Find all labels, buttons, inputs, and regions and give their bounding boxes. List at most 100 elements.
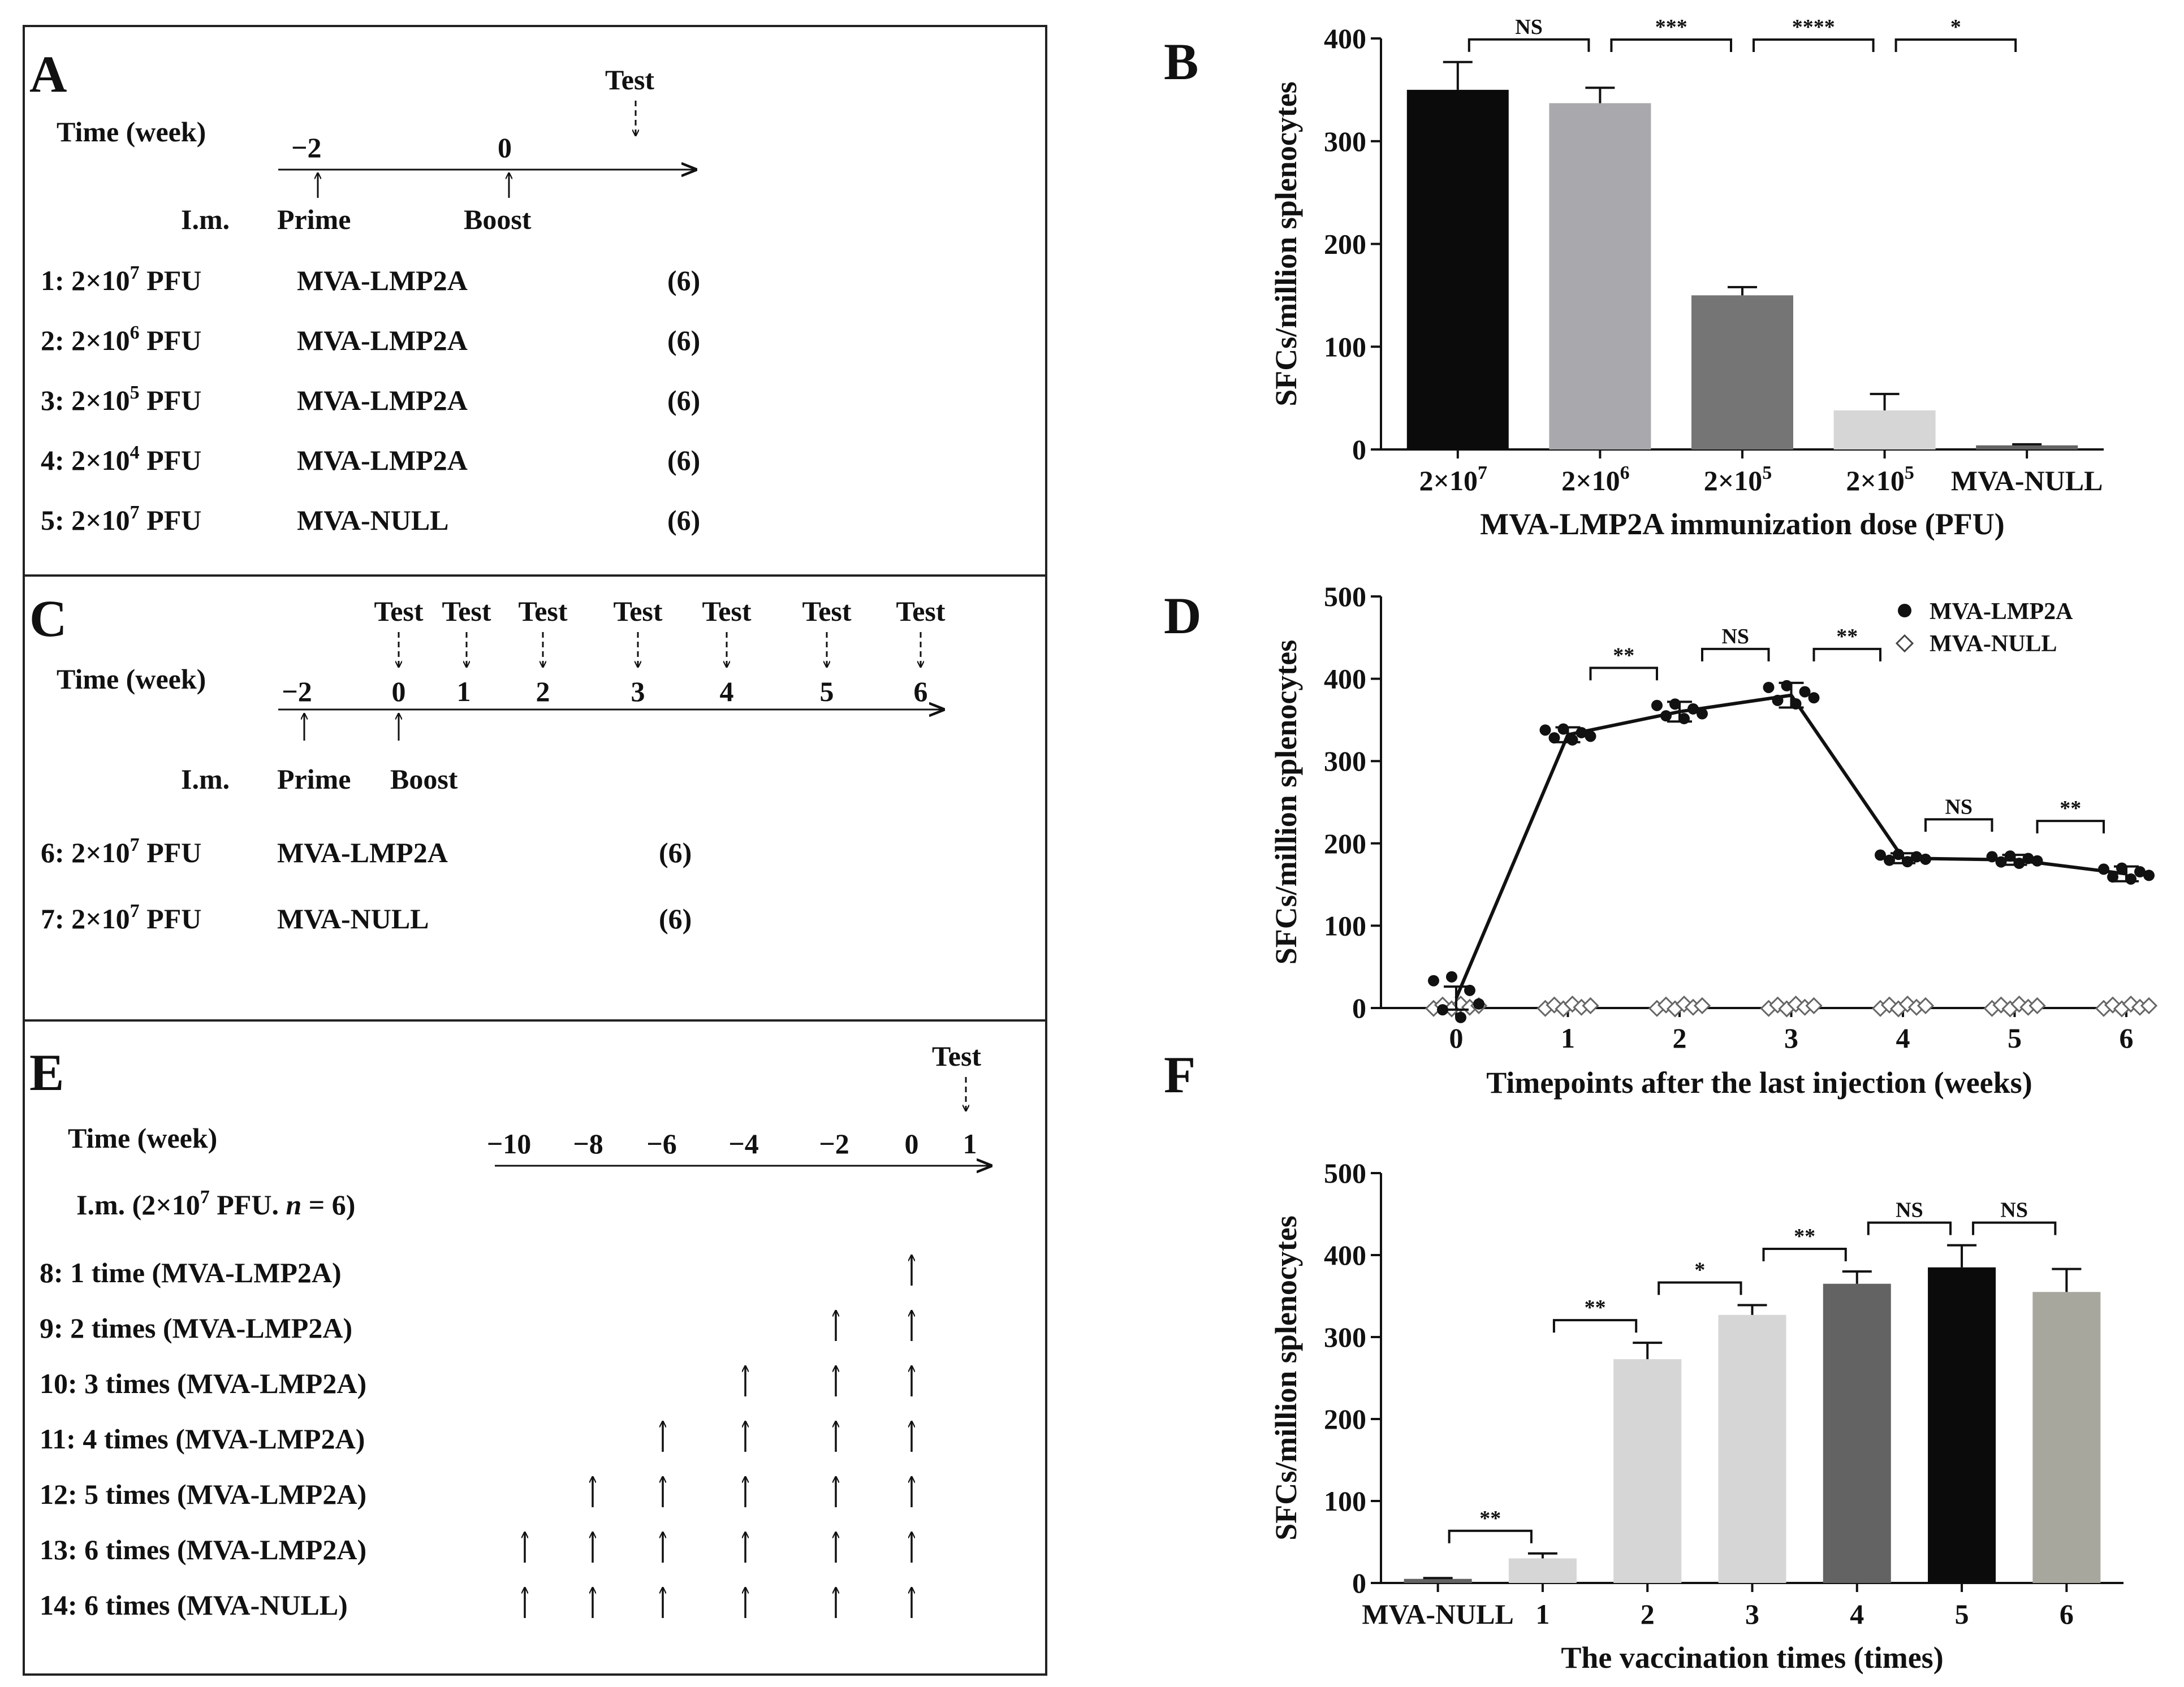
panel-c-group-1-n: (6) — [659, 837, 692, 868]
panel-a-groups: 1: 2×107 PFU MVA-LMP2A (6) 2: 2×106 PFU MVA-… — [41, 262, 700, 536]
panel-c-group-1-vaccine: MVA-LMP2A — [277, 837, 448, 868]
chart-d-x-axis-label: Timepoints after the last injection (wee… — [1486, 1066, 2032, 1100]
chart-b-ytick-label-0: 0 — [1352, 434, 1366, 465]
chart-f-xtick-label-1: 1 — [1535, 1598, 1549, 1630]
chart-d-ytick-label-5: 500 — [1324, 581, 1366, 612]
chart-d-null-point-4-3 — [1898, 995, 1917, 1013]
chart-d-ytick-label-2: 200 — [1324, 828, 1366, 859]
chart-d-sig-bracket-1 — [1701, 647, 1770, 661]
chart-d-lmp2a-point-3-0 — [1763, 681, 1775, 693]
panel-a: A Time (week) Test −2 0 I.m. Prime Boost… — [29, 45, 700, 536]
panel-a-group-5-dose: 5: 2×107 PFU — [41, 502, 201, 536]
chart-d-null-point-3-3 — [1787, 995, 1805, 1013]
chart-d-lmp2a-point-5-5 — [2031, 855, 2043, 867]
panel-f: F 0 100 200 300 400 500 SFCs/million splenocyt… — [1164, 1046, 2123, 1675]
panel-b-label: B — [1164, 33, 1198, 90]
chart-f-xtick-label-2: 2 — [1641, 1598, 1655, 1630]
panel-a-group-1-n: (6) — [667, 265, 700, 296]
chart-f-sig-label-4: NS — [1896, 1199, 1923, 1222]
panel-c: C Time (week) Test Test Test Test Test Test Te… — [29, 590, 946, 935]
panel-e-group-13: 13: 6 times (MVA-LMP2A) — [40, 1534, 366, 1565]
chart-d-lmp2a-point-2-2 — [1669, 698, 1681, 710]
chart-f-ytick-label-4: 400 — [1324, 1239, 1366, 1271]
panel-c-boost-label: Boost — [390, 763, 458, 795]
chart-d-lmp2a-point-4-3 — [1902, 856, 1913, 868]
chart-d-sig-label-2: ** — [1836, 625, 1858, 648]
chart-d-lmp2a-point-5-1 — [1995, 856, 2007, 868]
chart-b-x-axis-label: MVA-LMP2A immunization dose (PFU) — [1480, 507, 2004, 541]
chart-f-ytick-label-3: 300 — [1324, 1321, 1366, 1353]
chart-d-lmp2a-point-4-4 — [1911, 851, 1922, 863]
chart-f-sig-label-5: NS — [2000, 1199, 2028, 1222]
chart-d-lmp2a-point-3-1 — [1772, 694, 1784, 706]
panel-c-test-label-7: Test — [896, 595, 945, 627]
panel-c-test-label-2: Test — [442, 595, 491, 627]
panel-e-week-4: −2 — [819, 1128, 849, 1160]
chart-d-lmp2a-point-2-5 — [1697, 708, 1708, 720]
chart-f-sig-label-3: ** — [1794, 1225, 1815, 1248]
panel-a-group-5-vaccine: MVA-NULL — [297, 504, 449, 536]
chart-f-sig-bracket-3 — [1762, 1248, 1847, 1261]
chart-d-lmp2a-point-2-3 — [1678, 713, 1690, 725]
chart-d-sig-bracket-3 — [1924, 818, 1993, 832]
chart-b-sig-bracket-0 — [1467, 38, 1590, 52]
panel-c-week-4: 3 — [631, 676, 645, 707]
panel-c-group-2-vaccine: MVA-NULL — [277, 903, 429, 935]
chart-d: 0 100 200 300 400 500 SFCs/million splenocytes… — [1269, 581, 2158, 1100]
panel-e-group-12: 12: 5 times (MVA-LMP2A) — [40, 1478, 366, 1510]
chart-d-lmp2a-point-0-1 — [1437, 1004, 1448, 1016]
panel-e-group-8: 8: 1 time (MVA-LMP2A) — [40, 1257, 342, 1288]
panel-e-test-label: Test — [932, 1040, 981, 1072]
chart-d-lmp2a-point-6-5 — [2143, 870, 2155, 881]
chart-d-null-point-4-5 — [1917, 997, 1935, 1015]
chart-d-sig-label-3: NS — [1945, 795, 1972, 819]
panel-b: B 0 100 200 300 400 SFCs/million splenocytes 2… — [1164, 15, 2104, 541]
chart-f-ytick-label-5: 500 — [1324, 1157, 1366, 1189]
chart-f-xtick-label-0: MVA-NULL — [1362, 1598, 1514, 1630]
panel-c-test-label-6: Test — [802, 595, 851, 627]
chart-d-lmp2a-point-3-5 — [1808, 692, 1820, 704]
panel-e-week-1: −8 — [573, 1128, 603, 1160]
chart-d-legend-lmp2a: MVA-LMP2A — [1930, 599, 2073, 625]
panel-a-group-3-vaccine: MVA-LMP2A — [297, 384, 468, 416]
chart-b-sig-label-0: NS — [1515, 15, 1543, 39]
panel-e-label: E — [29, 1044, 64, 1101]
panel-c-time-label: Time (week) — [57, 663, 206, 695]
chart-b-sig-bracket-1 — [1610, 38, 1732, 52]
chart-d-null-point-6-5 — [2140, 997, 2158, 1015]
chart-d-lmp2a-point-5-2 — [2004, 850, 2016, 862]
chart-d-lmp2a-point-6-2 — [2116, 862, 2127, 874]
chart-f-sig-bracket-2 — [1658, 1281, 1742, 1295]
chart-f-xtick-label-3: 3 — [1745, 1598, 1759, 1630]
chart-d-lmp2a-point-2-1 — [1660, 710, 1672, 722]
chart-d-sig-label-4: ** — [2060, 797, 2081, 820]
panel-a-boost-label: Boost — [464, 204, 532, 235]
chart-d-lmp2a-point-0-4 — [1464, 984, 1475, 996]
chart-d-lmp2a-point-0-0 — [1428, 975, 1439, 987]
panel-a-group-3-dose: 3: 2×105 PFU — [41, 382, 201, 416]
chart-f-x-axis-label: The vaccination times (times) — [1561, 1641, 1943, 1675]
chart-b-bar-0 — [1406, 89, 1509, 449]
chart-d-lmp2a-point-4-0 — [1875, 849, 1886, 861]
panel-c-im-label: I.m. — [181, 763, 230, 795]
chart-b-sig-bracket-3 — [1894, 38, 2017, 52]
panel-e-time-label: Time (week) — [68, 1122, 217, 1154]
chart-f-sig-label-2: * — [1694, 1258, 1705, 1282]
chart-f-bar-3 — [1718, 1314, 1786, 1583]
chart-d-null-point-3-1 — [1769, 996, 1786, 1014]
chart-f-bar-2 — [1613, 1359, 1682, 1583]
panel-e-groups: 8: 1 time (MVA-LMP2A) 9: 2 times (MVA-LMP… — [40, 1255, 912, 1621]
chart-f-sig-bracket-1 — [1552, 1319, 1638, 1333]
chart-d-null-point-3-5 — [1805, 997, 1823, 1015]
panel-c-test-label-1: Test — [374, 595, 423, 627]
chart-b-ytick-label-3: 300 — [1324, 126, 1366, 157]
chart-b-bar-2 — [1691, 295, 1793, 449]
panel-a-im-label: I.m. — [181, 204, 230, 235]
chart-d-lmp2a-point-1-1 — [1548, 732, 1560, 744]
chart-f-xtick-label-4: 4 — [1850, 1598, 1864, 1630]
panel-a-group-2-vaccine: MVA-LMP2A — [297, 325, 468, 356]
panel-c-groups: 6: 2×107 PFU MVA-LMP2A (6) 7: 2×107 PFU MVA-… — [41, 834, 692, 935]
panel-e-group-11: 11: 4 times (MVA-LMP2A) — [40, 1423, 365, 1455]
chart-f-sig-bracket-4 — [1867, 1221, 1952, 1235]
chart-d-lmp2a-point-6-0 — [2098, 863, 2109, 875]
